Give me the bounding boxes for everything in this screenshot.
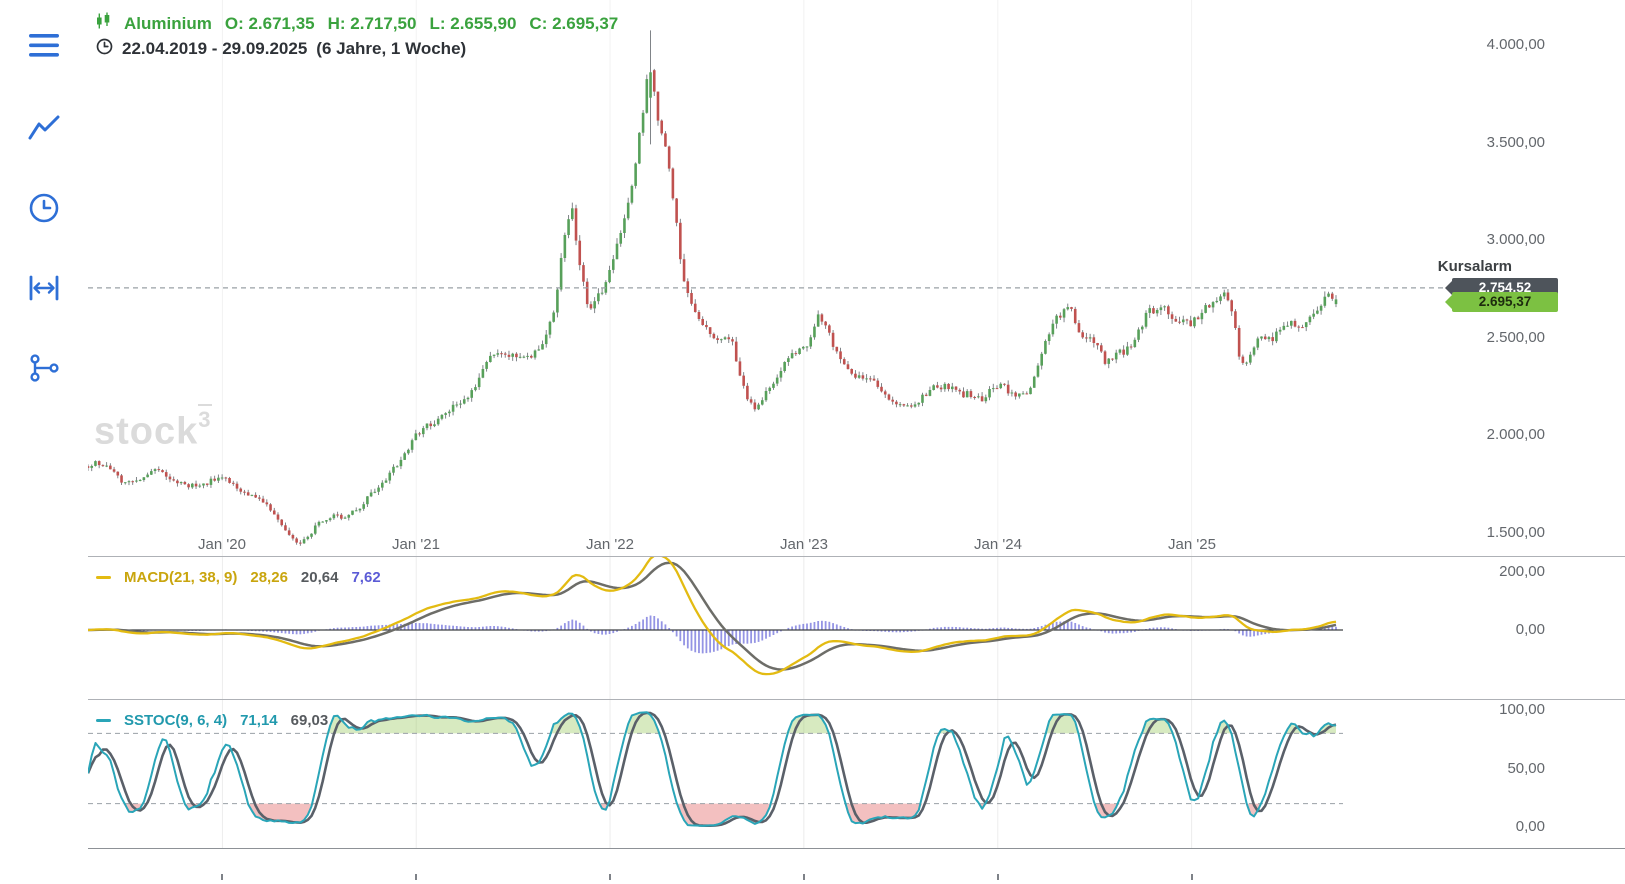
macd-legend-marker [96, 576, 111, 579]
flow-icon [28, 352, 60, 384]
bottom-axis-tick [609, 874, 611, 880]
watermark-logo: stock3 [94, 404, 212, 454]
sstoc-lines [88, 711, 1343, 827]
price-tick: 3.500,00 [1486, 134, 1545, 151]
price-tick: 4.000,00 [1486, 36, 1545, 53]
macd-legend-label: MACD(21, 38, 9) [124, 569, 238, 586]
instrument-header: Aluminium O: 2.671,35 H: 2.717,50 L: 2.6… [96, 12, 618, 35]
watermark-sup: 3 [198, 404, 212, 432]
date-range[interactable]: 22.04.2019 - 29.09.2025 [122, 39, 308, 58]
instrument-name[interactable]: Aluminium [124, 13, 212, 33]
range-clock-icon [96, 38, 113, 60]
price-tick: 2.000,00 [1486, 426, 1545, 443]
ohlc-low: L: 2.655,90 [429, 13, 517, 33]
price-tick: 3.000,00 [1486, 231, 1545, 248]
measure-icon [28, 273, 60, 303]
macd-legend[interactable]: MACD(21, 38, 9) 28,26 20,64 7,62 [96, 569, 381, 586]
time-tick: Jan '21 [392, 536, 440, 553]
candlestick-icon [96, 12, 111, 35]
bottom-axis-tick [221, 874, 223, 880]
macd-canvas[interactable] [88, 557, 1625, 700]
menu-icon [28, 33, 60, 58]
price-chart-canvas[interactable] [88, 0, 1625, 557]
price-panel: stock3 Aluminium O: 2.671,35 H: 2.717,50… [88, 0, 1625, 557]
ohlc-close: C: 2.695,37 [529, 13, 619, 33]
sstoc-tick: 0,00 [1515, 818, 1545, 835]
candlestick-series [88, 30, 1338, 546]
sstoc-legend[interactable]: SSTOC(9, 6, 4) 71,14 69,03 [96, 712, 328, 729]
sidebar-item-measure[interactable] [22, 266, 66, 310]
sidebar-item-menu[interactable] [22, 23, 66, 67]
period-label: (6 Jahre, 1 Woche) [316, 39, 467, 58]
left-toolbar [0, 0, 88, 884]
time-tick: Jan '25 [1168, 536, 1216, 553]
macd-tick: 0,00 [1515, 621, 1545, 638]
bottom-axis-tick [803, 874, 805, 880]
sstoc-canvas[interactable] [88, 700, 1625, 849]
time-tick: Jan '22 [586, 536, 634, 553]
bottom-axis-tick [1191, 874, 1193, 880]
clock-icon [28, 192, 60, 224]
kursalarm-label: Kursalarm [1437, 258, 1512, 275]
sstoc-legend-marker [96, 719, 111, 722]
macd-panel: MACD(21, 38, 9) 28,26 20,64 7,62 200,00 … [88, 557, 1625, 700]
macd-tick: 200,00 [1499, 563, 1545, 580]
sstoc-gridlines [221, 700, 1193, 848]
chart-area: stock3 Aluminium O: 2.671,35 H: 2.717,50… [88, 0, 1625, 884]
main-gridlines [221, 0, 1193, 556]
price-tick: 1.500,00 [1486, 524, 1545, 541]
macd-value: 28,26 [250, 569, 288, 586]
bottom-axis-tick [415, 874, 417, 880]
ohlc-open: O: 2.671,35 [224, 13, 315, 33]
time-tick: Jan '23 [780, 536, 828, 553]
bottom-axis[interactable] [88, 849, 1625, 881]
time-tick: Jan '20 [198, 536, 246, 553]
sstoc-tick: 100,00 [1499, 701, 1545, 718]
last-price-badge: 2.695,37 [1445, 292, 1558, 312]
date-range-header: 22.04.2019 - 29.09.2025 (6 Jahre, 1 Woch… [96, 38, 466, 60]
sstoc-legend-label: SSTOC(9, 6, 4) [124, 712, 228, 729]
sstoc-k-value: 71,14 [240, 712, 278, 729]
sidebar-item-chart-type[interactable] [22, 106, 66, 150]
ohlc-high: H: 2.717,50 [327, 13, 417, 33]
bottom-axis-tick [997, 874, 999, 880]
price-tick: 2.500,00 [1486, 329, 1545, 346]
macd-signal-value: 20,64 [300, 569, 339, 586]
line-chart-icon [28, 114, 60, 142]
time-tick: Jan '24 [974, 536, 1022, 553]
macd-lines [88, 557, 1343, 676]
sstoc-tick: 50,00 [1507, 760, 1545, 777]
macd-hist-value: 7,62 [351, 569, 381, 586]
sidebar-item-history[interactable] [22, 186, 66, 230]
sidebar-item-structure[interactable] [22, 346, 66, 390]
sstoc-d-value: 69,03 [290, 712, 329, 729]
watermark-text: stock [94, 410, 199, 453]
sstoc-panel: SSTOC(9, 6, 4) 71,14 69,03 100,00 50,00 … [88, 700, 1625, 849]
